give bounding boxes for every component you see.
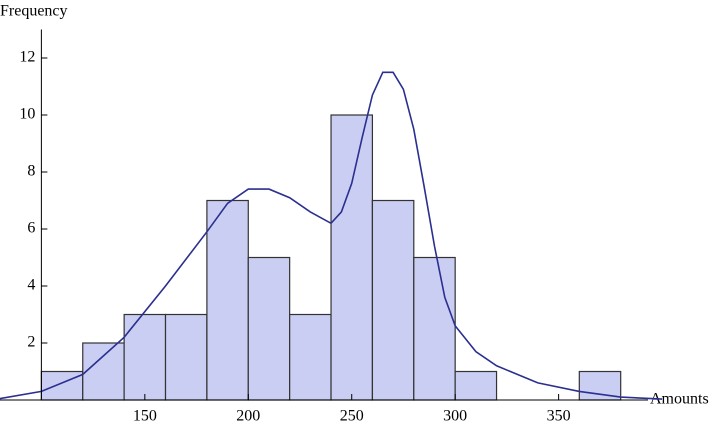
- bar: [40, 370, 84, 401]
- y-tick-label: 10: [19, 106, 35, 123]
- x-tick-label: 150: [133, 408, 157, 425]
- bar: [371, 199, 415, 401]
- x-axis-label: Amounts: [650, 391, 709, 408]
- x-tick-label: 250: [340, 408, 364, 425]
- y-tick-label: 4: [27, 277, 35, 294]
- bar: [330, 114, 374, 401]
- x-tick-label: 300: [443, 408, 467, 425]
- y-tick-label: 8: [27, 163, 35, 180]
- bar: [413, 256, 456, 401]
- y-tick-label: 2: [27, 334, 35, 351]
- x-tick-label: 350: [547, 408, 571, 425]
- bar: [247, 256, 291, 401]
- bar: [123, 313, 167, 401]
- x-tick-label: 200: [236, 408, 260, 425]
- y-tick-label: 6: [27, 220, 35, 237]
- bar: [578, 370, 622, 401]
- y-axis-label: Frequency: [0, 3, 68, 20]
- bar: [454, 370, 498, 401]
- bar: [289, 313, 332, 401]
- bar: [82, 342, 125, 401]
- bar: [164, 313, 208, 401]
- density-curve: [0, 71, 663, 400]
- y-tick-label: 12: [19, 49, 35, 66]
- bar: [206, 199, 249, 401]
